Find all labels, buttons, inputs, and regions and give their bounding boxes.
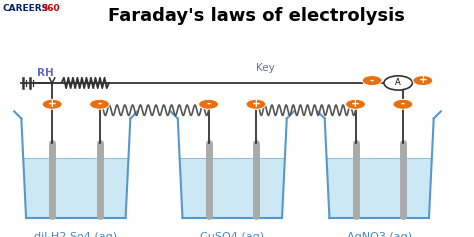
Text: +: +: [252, 99, 260, 109]
Text: -: -: [207, 99, 210, 109]
Polygon shape: [23, 158, 129, 218]
Circle shape: [42, 99, 62, 109]
Text: Key: Key: [256, 64, 275, 73]
Text: -: -: [98, 99, 101, 109]
Text: CAREERS: CAREERS: [2, 4, 48, 13]
Circle shape: [199, 99, 219, 109]
Text: dil H2 So4 (aq): dil H2 So4 (aq): [34, 232, 118, 237]
Text: CuSO4 (aq): CuSO4 (aq): [200, 232, 264, 237]
Polygon shape: [326, 158, 432, 218]
Circle shape: [346, 99, 365, 109]
Text: -: -: [401, 99, 405, 109]
Circle shape: [246, 99, 266, 109]
Circle shape: [393, 99, 413, 109]
Text: 360: 360: [41, 4, 60, 13]
Text: -: -: [370, 75, 374, 85]
Text: AgNO3 (aq): AgNO3 (aq): [346, 232, 412, 237]
Text: +: +: [48, 99, 56, 109]
Text: +: +: [419, 75, 427, 85]
Circle shape: [384, 76, 412, 90]
Text: Faraday's laws of electrolysis: Faraday's laws of electrolysis: [108, 7, 404, 25]
Circle shape: [362, 76, 382, 86]
Text: +: +: [351, 99, 360, 109]
Text: A: A: [395, 78, 401, 87]
Text: RH: RH: [36, 68, 54, 78]
Circle shape: [413, 76, 433, 86]
Circle shape: [90, 99, 109, 109]
Polygon shape: [179, 158, 285, 218]
